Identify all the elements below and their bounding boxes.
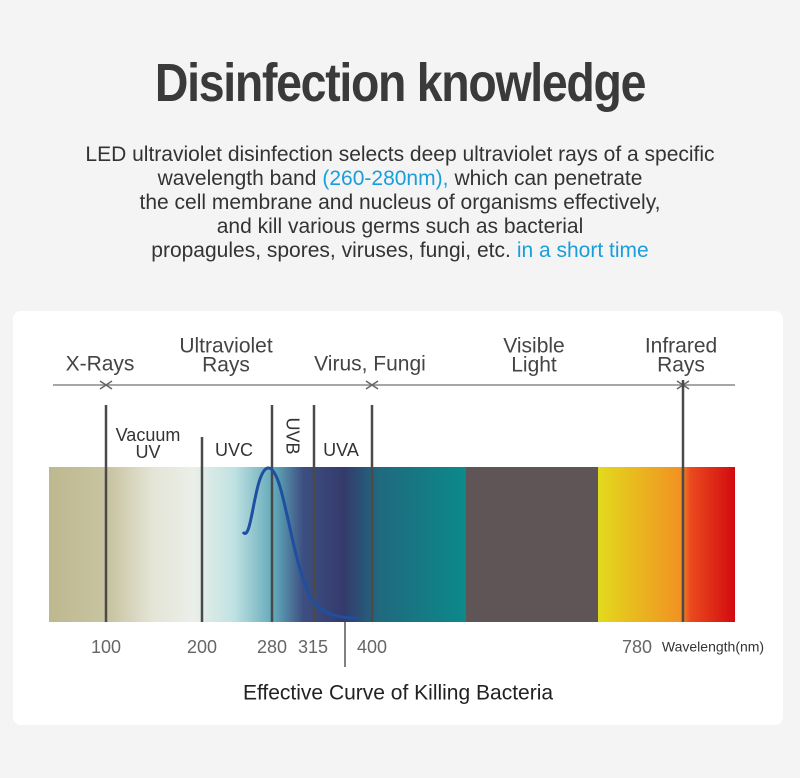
- text: LED ultraviolet disinfection selects dee…: [85, 143, 715, 166]
- region-label: Virus, Fungi: [314, 353, 426, 376]
- description-line: propagules, spores, viruses, fungi, etc.…: [0, 239, 800, 263]
- text: propagules, spores, viruses, fungi, etc.: [151, 239, 511, 262]
- killing-curve: [241, 466, 359, 620]
- description-line: LED ultraviolet disinfection selects dee…: [0, 143, 800, 167]
- divider-lines: [104, 380, 685, 622]
- region-label: Visible: [503, 335, 564, 358]
- region-label: Rays: [657, 354, 705, 377]
- wavelength-label: 780: [622, 637, 652, 657]
- band-label: UVC: [215, 440, 253, 460]
- wavelength-label: 315: [298, 637, 328, 657]
- band-label: Vacuum: [116, 425, 181, 445]
- wavelength-label: 280: [257, 637, 287, 657]
- band-label: UVB: [282, 417, 302, 454]
- wavelength-label: 400: [357, 637, 387, 657]
- description-line: and kill various germs such as bacterial: [0, 215, 800, 239]
- text: which can penetrate: [454, 167, 643, 190]
- description-line: wavelength band (260-280nm), which can pen…: [0, 167, 800, 191]
- region-label: Light: [511, 354, 557, 377]
- wavelength-label: 100: [91, 637, 121, 657]
- caption: Effective Curve of Killing Bacteria: [243, 682, 553, 705]
- region-label: Ultraviolet: [179, 335, 273, 358]
- description: LED ultraviolet disinfection selects dee…: [0, 143, 800, 263]
- region-label: Rays: [202, 354, 250, 377]
- region-label: X-Rays: [66, 353, 135, 376]
- spectrum-bar: [49, 467, 735, 622]
- highlight-text: in a short time: [516, 239, 649, 262]
- text: wavelength band: [157, 167, 317, 190]
- description-line: the cell membrane and nucleus of organis…: [0, 191, 800, 215]
- highlight-text: (260-280nm),: [322, 167, 449, 190]
- title: Disinfection knowledge: [154, 53, 647, 113]
- wavelength-label: 200: [187, 637, 217, 657]
- text: the cell membrane and nucleus of organis…: [139, 191, 661, 214]
- band-label: UVA: [323, 440, 359, 460]
- text: and kill various germs such as bacterial: [216, 215, 584, 238]
- band-label: UV: [135, 442, 160, 462]
- unit-label: Wavelength(nm): [662, 639, 764, 655]
- region-label: Infrared: [645, 335, 717, 358]
